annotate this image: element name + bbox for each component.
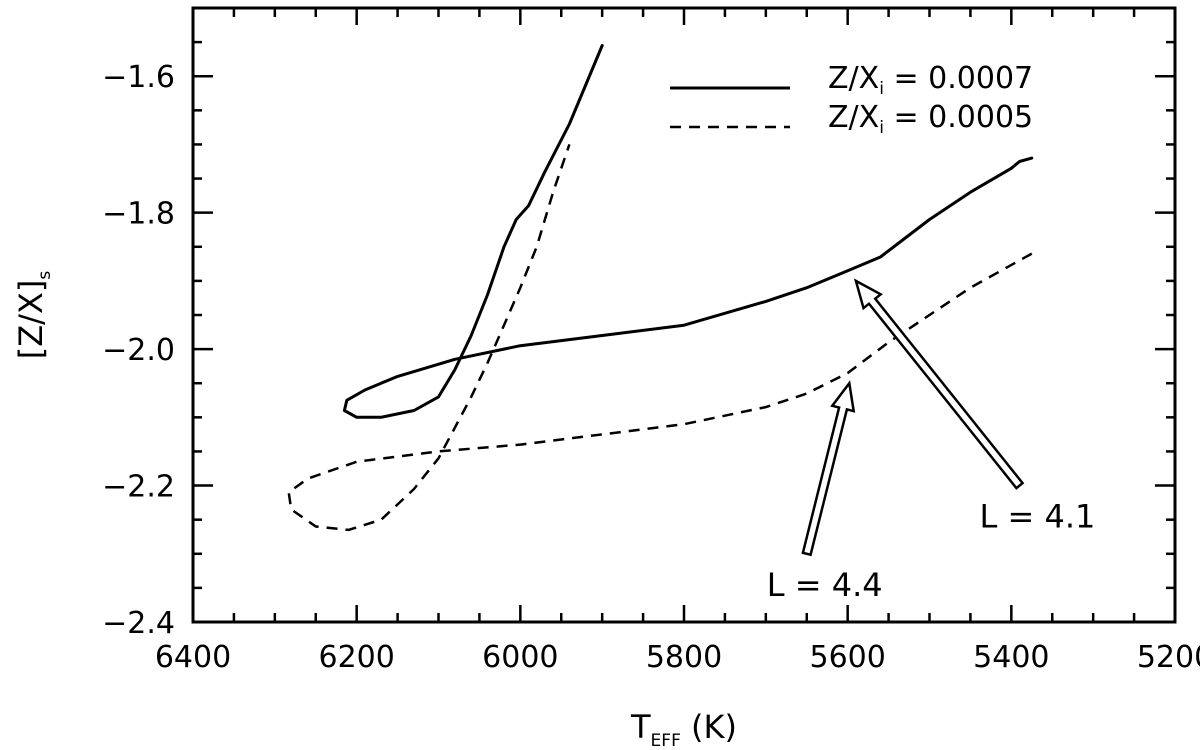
legend-label-1: Z/Xi = 0.0005 bbox=[828, 100, 1033, 138]
legend: Z/Xi = 0.0007 Z/Xi = 0.0005 bbox=[670, 61, 1033, 138]
series-layer bbox=[287, 44, 1034, 532]
x-axis-title: TEFF (K) bbox=[630, 708, 737, 750]
x-tick-label: 5400 bbox=[973, 640, 1049, 675]
x-tick-label: 5800 bbox=[646, 640, 722, 675]
annotation-label-l44: L = 4.4 bbox=[767, 566, 883, 604]
annotation-label-l41: L = 4.1 bbox=[980, 498, 1096, 536]
x-tick-label: 5200 bbox=[1137, 640, 1200, 675]
axis-tick-labels: 6400 6200 6000 5800 5600 5400 5200 −2.4 −2.2 −2.0… bbox=[102, 60, 1200, 675]
annotation-arrow bbox=[801, 380, 856, 557]
y-tick-label: −1.6 bbox=[102, 60, 175, 95]
y-tick-label: −1.8 bbox=[102, 197, 175, 232]
axis-ticks bbox=[191, 6, 1177, 624]
annotation-arrows bbox=[801, 278, 1025, 557]
x-tick-label: 6400 bbox=[155, 640, 231, 675]
y-axis-title: [Z/X]s bbox=[12, 271, 55, 360]
y-tick-label: −2.4 bbox=[102, 606, 175, 641]
series-line-dashed bbox=[287, 143, 1033, 532]
legend-label-0: Z/Xi = 0.0007 bbox=[828, 61, 1033, 99]
y-tick-label: −2.0 bbox=[102, 333, 175, 368]
x-tick-label: 6000 bbox=[482, 640, 558, 675]
x-tick-label: 6200 bbox=[318, 640, 394, 675]
y-tick-label: −2.2 bbox=[102, 470, 175, 505]
x-tick-label: 5600 bbox=[809, 640, 885, 675]
series-line-solid bbox=[342, 44, 1034, 419]
annotation-arrow bbox=[853, 278, 1025, 490]
